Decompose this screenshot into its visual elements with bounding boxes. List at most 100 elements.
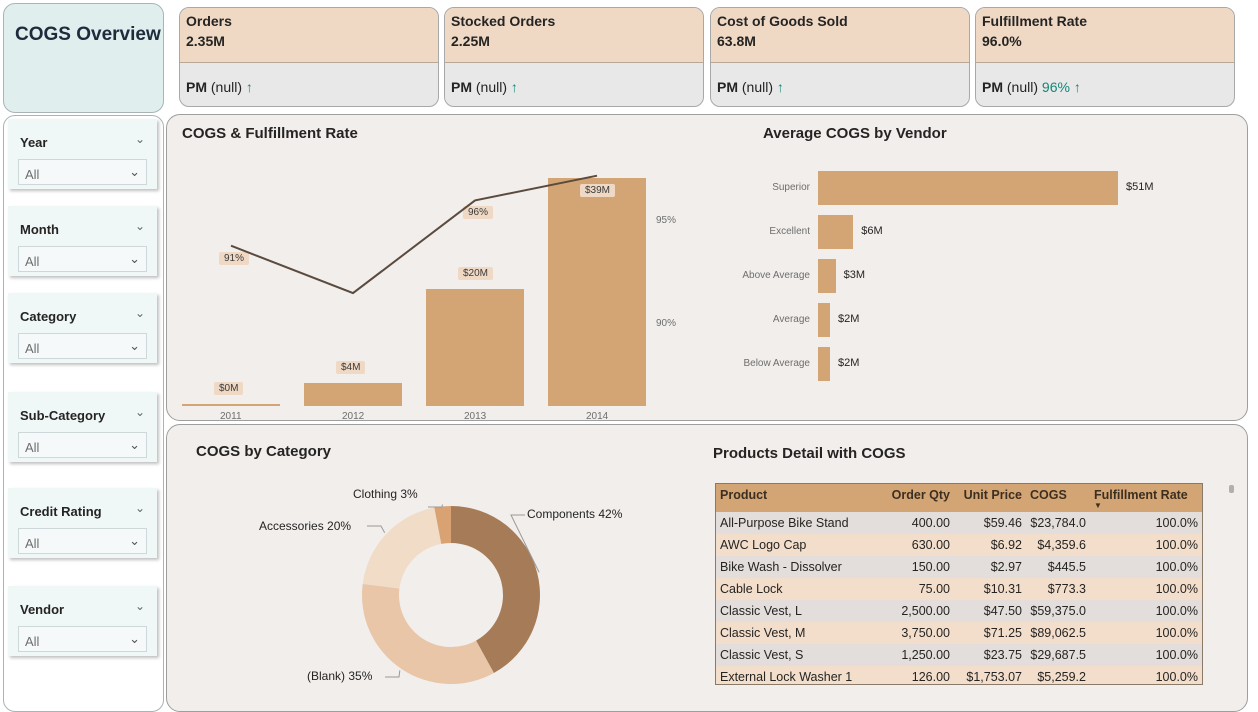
chevron-down-icon[interactable]: ⌄: [134, 501, 145, 515]
vendor-bar-above-average[interactable]: [818, 259, 836, 293]
col-header-label: Fulfillment Rate: [1094, 488, 1188, 502]
kpi-card-stocked-orders[interactable]: Stocked Orders 2.25M PM (null) ↑: [444, 7, 704, 107]
table-row[interactable]: Classic Vest, S 1,250.00 $23.75 $29,687.5 10…: [716, 644, 1202, 666]
donut-slice-accessories[interactable]: [362, 507, 442, 589]
slicer-dropdown[interactable]: All ⌄: [18, 246, 147, 272]
table-row[interactable]: External Lock Washer 1 126.00 $1,753.07 $5,…: [716, 666, 1202, 684]
table-cell: 2,500.00: [901, 604, 950, 618]
donut-leader-line: [428, 504, 443, 508]
table-cell: $445.5: [1047, 560, 1086, 574]
cogs-bar-2012[interactable]: [304, 382, 402, 406]
slicer-category[interactable]: Category ⌄ All ⌄: [8, 293, 157, 363]
slicer-label: Year: [20, 135, 48, 150]
col-header-fulfillment-rate[interactable]: Fulfillment Rate ▼: [1090, 483, 1202, 512]
col-header-unit-price[interactable]: Unit Price: [954, 483, 1026, 512]
kpi-card-fulfillment-rate[interactable]: Fulfillment Rate 96.0% PM (null) 96% ↑: [975, 7, 1235, 107]
fulfillment-data-label: 96%: [463, 206, 494, 220]
dropdown-arrow-icon: ⌄: [129, 251, 140, 266]
fulfillment-line-path: [230, 174, 598, 295]
cogs-bar-2014[interactable]: [548, 178, 646, 406]
chevron-down-icon[interactable]: ⌄: [134, 599, 145, 613]
kpi-pm-label: PM: [451, 79, 472, 95]
kpi-label: Stocked Orders: [451, 13, 556, 29]
table-cell: Classic Vest, S: [720, 648, 804, 662]
slicer-sub-category[interactable]: Sub-Category ⌄ All ⌄: [8, 392, 157, 462]
table-cell: $29,687.5: [1030, 648, 1086, 662]
sort-desc-icon[interactable]: ▼: [1094, 501, 1102, 510]
table-row[interactable]: All-Purpose Bike Stand 400.00 $59.46 $23,78…: [716, 512, 1202, 534]
table-cell: $89,062.5: [1030, 626, 1086, 640]
slicer-year[interactable]: Year ⌄ All ⌄: [8, 119, 157, 189]
table-row[interactable]: Classic Vest, L 2,500.00 $47.50 $59,375.0 10…: [716, 600, 1202, 622]
arrow-up-icon: ↑: [245, 79, 253, 95]
table-cell: 100.0%: [1155, 604, 1198, 618]
vendor-bar-excellent[interactable]: [818, 215, 854, 249]
table-cell: 100.0%: [1155, 626, 1198, 640]
table-cell: 100.0%: [1155, 582, 1198, 596]
donut-slice-components[interactable]: [451, 506, 540, 673]
vendor-bar-average[interactable]: [818, 303, 830, 337]
table-scroll-thumb[interactable]: [1229, 485, 1234, 493]
arrow-up-icon: ↑: [776, 79, 784, 95]
chevron-down-icon[interactable]: ⌄: [134, 405, 145, 419]
kpi-label: Orders: [186, 13, 232, 29]
table-row[interactable]: Bike Wash - Dissolver 150.00 $2.97 $445.5 10…: [716, 556, 1202, 578]
cogs-bar-2011[interactable]: [182, 404, 280, 406]
slicer-dropdown[interactable]: All ⌄: [18, 333, 147, 359]
slicer-dropdown[interactable]: All ⌄: [18, 626, 147, 652]
x-axis-tick: 2013: [464, 411, 487, 422]
slicer-label: Category: [20, 309, 77, 324]
table-scrollbar[interactable]: [1227, 483, 1235, 683]
slicer-dropdown[interactable]: All ⌄: [18, 528, 147, 554]
kpi-card-orders[interactable]: Orders 2.35M PM (null) ↑: [179, 7, 439, 107]
chevron-down-icon[interactable]: ⌄: [134, 132, 145, 146]
donut-slice-clothing[interactable]: [434, 506, 451, 544]
cogs-data-label: $20M: [458, 267, 494, 281]
chevron-down-icon[interactable]: ⌄: [134, 306, 145, 320]
table-cell: $47.50: [983, 604, 1022, 618]
vendor-data-label: $51M: [1126, 181, 1154, 193]
vendor-bar-superior[interactable]: [818, 171, 1118, 205]
col-header-cogs[interactable]: COGS: [1026, 483, 1090, 512]
table-cell: 630.00: [911, 538, 950, 552]
table-row[interactable]: Cable Lock 75.00 $10.31 $773.3 100.0%: [716, 578, 1202, 600]
table-cell: Cable Lock: [720, 582, 783, 596]
vendor-chart-title: Average COGS by Vendor: [763, 125, 947, 142]
vendor-category-label: Average: [772, 314, 810, 325]
donut-slice-blank[interactable]: [362, 583, 494, 684]
table-cell: 100.0%: [1155, 670, 1198, 684]
cogs-bar-2013[interactable]: [426, 289, 524, 406]
combo-chart-title: COGS & Fulfillment Rate: [182, 125, 358, 142]
table-cell: All-Purpose Bike Stand: [720, 516, 849, 530]
products-detail-table[interactable]: Product Order Qty Unit Price COGS Fulfil…: [715, 483, 1203, 685]
chevron-down-icon[interactable]: ⌄: [134, 219, 145, 233]
kpi-card-cogs[interactable]: Cost of Goods Sold 63.8M PM (null) ↑: [710, 7, 970, 107]
x-axis-tick: 2014: [586, 411, 609, 422]
vendor-category-label: Excellent: [769, 226, 810, 237]
dropdown-arrow-icon: ⌄: [129, 437, 140, 452]
table-row[interactable]: AWC Logo Cap 630.00 $6.92 $4,359.6 100.0%: [716, 534, 1202, 556]
table-cell: 100.0%: [1155, 516, 1198, 530]
table-cell: 150.00: [911, 560, 950, 574]
table-cell: $59.46: [983, 516, 1022, 530]
table-cell: 75.00: [918, 582, 950, 596]
slicer-vendor[interactable]: Vendor ⌄ All ⌄: [8, 586, 157, 656]
table-cell: $6.92: [990, 538, 1022, 552]
cogs-category-donut[interactable]: [167, 425, 687, 712]
col-header-order-qty[interactable]: Order Qty: [882, 483, 954, 512]
cogs-data-label: $39M: [580, 184, 616, 197]
vendor-bar-below-average[interactable]: [818, 347, 830, 381]
y2-axis-tick: 90%: [656, 318, 677, 329]
x-axis-tick: 2011: [220, 411, 242, 422]
slicer-dropdown[interactable]: All ⌄: [18, 432, 147, 458]
kpi-label: Cost of Goods Sold: [717, 13, 848, 29]
y2-axis-tick: 95%: [656, 215, 677, 226]
slicer-label: Month: [20, 222, 59, 237]
table-row[interactable]: Classic Vest, M 3,750.00 $71.25 $89,062.5 10…: [716, 622, 1202, 644]
col-header-product[interactable]: Product: [716, 483, 882, 512]
slicer-month[interactable]: Month ⌄ All ⌄: [8, 206, 157, 276]
slicer-credit-rating[interactable]: Credit Rating ⌄ All ⌄: [8, 488, 157, 558]
vendor-data-label: $6M: [861, 225, 883, 237]
slicer-dropdown[interactable]: All ⌄: [18, 159, 147, 185]
vendor-category-label: Superior: [772, 182, 810, 193]
